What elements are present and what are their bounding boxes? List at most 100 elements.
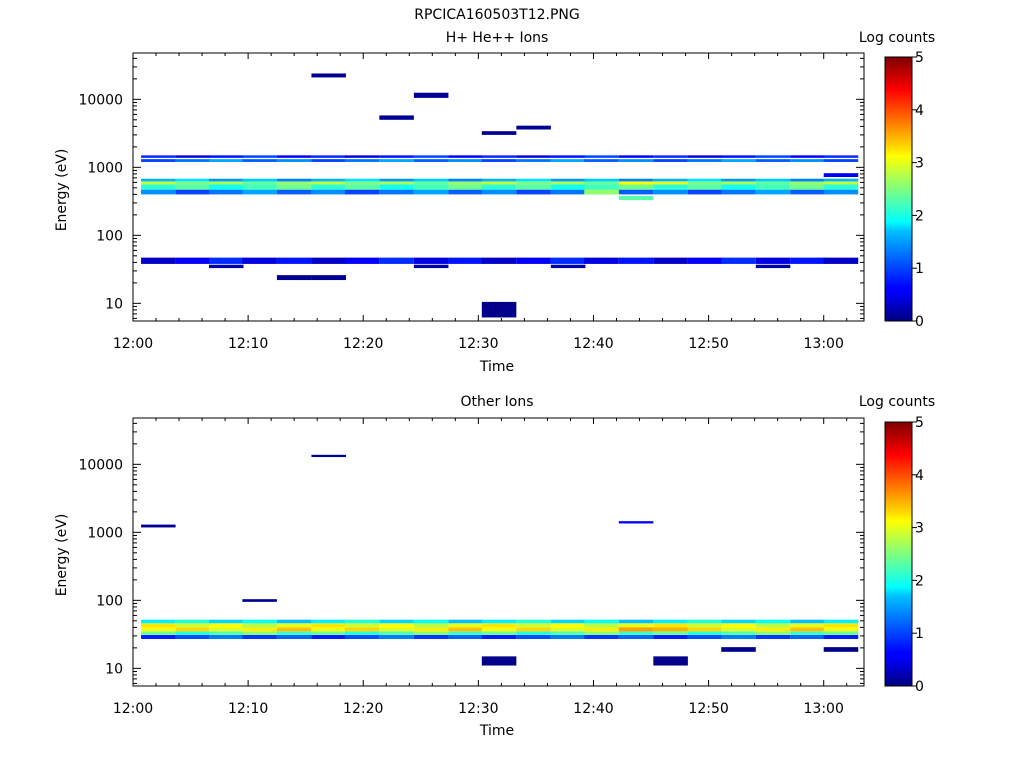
heatmap-cell — [653, 189, 688, 195]
y-tick-label: 1000 — [87, 525, 123, 541]
heatmap-cell — [618, 619, 654, 624]
heatmap-cell — [311, 178, 346, 182]
heatmap-cell — [379, 619, 414, 624]
heatmap-cell — [755, 619, 791, 624]
heatmap-cell — [687, 184, 723, 190]
heatmap-cell — [379, 257, 414, 264]
heatmap-cell — [550, 623, 586, 628]
colorbar-tick-label: 2 — [915, 573, 924, 589]
heatmap-cell — [242, 155, 277, 158]
heatmap-cell — [379, 634, 414, 640]
heatmap-cell — [653, 634, 688, 640]
heatmap-cell — [413, 155, 449, 158]
heatmap-cell — [175, 257, 211, 264]
heatmap-cell — [141, 155, 176, 158]
heatmap-cell — [584, 155, 619, 158]
colorbar-tick-label: 4 — [915, 103, 924, 119]
heatmap-cell — [823, 178, 859, 182]
heatmap-cell — [618, 159, 654, 162]
heatmap-cell — [276, 181, 312, 185]
heatmap-cell — [481, 178, 517, 182]
heatmap-cell — [721, 159, 756, 162]
x-tick-label: 12:40 — [573, 701, 613, 717]
panel-title: H+ He++ Ions — [446, 30, 549, 46]
heatmap-cell — [823, 623, 859, 628]
colorbar — [884, 421, 913, 687]
heatmap-cell — [175, 623, 211, 628]
y-tick-label: 10 — [105, 296, 123, 312]
heatmap-cell — [790, 631, 825, 635]
heatmap-cell — [721, 184, 756, 190]
heatmap-cell — [311, 155, 346, 158]
heatmap-cell — [242, 623, 277, 628]
figure-title: RPCICA160503T12.PNG — [414, 7, 579, 23]
heatmap-cell — [550, 627, 586, 632]
heatmap-cell — [721, 257, 756, 264]
heatmap-cell — [618, 627, 654, 632]
heatmap-cell — [584, 257, 619, 264]
heatmap-cell — [242, 599, 277, 602]
heatmap-cell — [413, 631, 449, 635]
y-tick-label: 100 — [96, 228, 123, 244]
heatmap-cell — [448, 619, 483, 624]
heatmap-cell — [413, 181, 449, 185]
colorbar-tick-label: 1 — [915, 261, 924, 277]
heatmap-cells — [141, 454, 859, 666]
colorbar-tick-label: 3 — [915, 156, 924, 172]
heatmap-cell — [175, 184, 211, 190]
heatmap-cell — [481, 627, 517, 632]
heatmap-cell — [413, 92, 449, 98]
heatmap-cell — [141, 178, 176, 182]
heatmap-cell — [721, 634, 756, 640]
x-tick-label: 12:50 — [688, 336, 728, 352]
heatmap-cell — [584, 619, 619, 624]
heatmap-cell — [379, 627, 414, 632]
heatmap-cell — [516, 125, 551, 130]
heatmap-cell — [618, 623, 654, 628]
heatmap-cell — [242, 627, 277, 632]
heatmap-cell — [584, 181, 619, 185]
heatmap-cell — [584, 631, 619, 635]
colorbar-tick-label: 4 — [915, 468, 924, 484]
heatmap-cell — [344, 631, 380, 635]
heatmap-cell — [448, 178, 483, 182]
heatmap-cell — [311, 623, 346, 628]
colorbar-tick-label: 5 — [915, 415, 924, 431]
heatmap-cell — [516, 184, 551, 190]
heatmap-cell — [208, 631, 244, 635]
heatmap-cell — [516, 178, 551, 182]
panel-h-he-ions: H+ He++ Ions Log counts Time Energy (eV)… — [54, 30, 935, 375]
colorbar-tick-label: 1 — [915, 626, 924, 642]
heatmap-cell — [481, 634, 517, 640]
heatmap-cell — [311, 184, 346, 190]
heatmap-cell — [311, 257, 346, 264]
heatmap-cell — [141, 634, 176, 640]
heatmap-cell — [721, 155, 756, 158]
heatmap-cell — [516, 155, 551, 158]
heatmap-cell — [823, 257, 859, 264]
heatmap-cell — [516, 634, 551, 640]
heatmap-cell — [379, 184, 414, 190]
heatmap-cell — [242, 619, 277, 624]
heatmap-cell — [550, 257, 586, 264]
x-tick-label: 13:00 — [804, 701, 844, 717]
heatmap-cell — [618, 631, 654, 635]
heatmap-cell — [516, 189, 551, 195]
y-axis-label: Energy (eV) — [54, 149, 70, 232]
heatmap-cell — [311, 454, 346, 458]
heatmap-cell — [379, 159, 414, 162]
x-tick-label: 12:00 — [113, 701, 153, 717]
heatmap-cell — [721, 631, 756, 635]
heatmap-cell — [242, 189, 277, 195]
heatmap-cell — [175, 178, 211, 182]
heatmap-cell — [823, 631, 859, 635]
heatmap-cell — [208, 619, 244, 624]
heatmap-cell — [516, 181, 551, 185]
heatmap-cell — [344, 159, 380, 162]
heatmap-cell — [175, 181, 211, 185]
colorbar-tick-label: 3 — [915, 521, 924, 537]
heatmap-cell — [823, 155, 859, 158]
heatmap-cell — [755, 264, 791, 269]
x-tick-label: 12:10 — [228, 336, 268, 352]
heatmap-cell — [208, 623, 244, 628]
